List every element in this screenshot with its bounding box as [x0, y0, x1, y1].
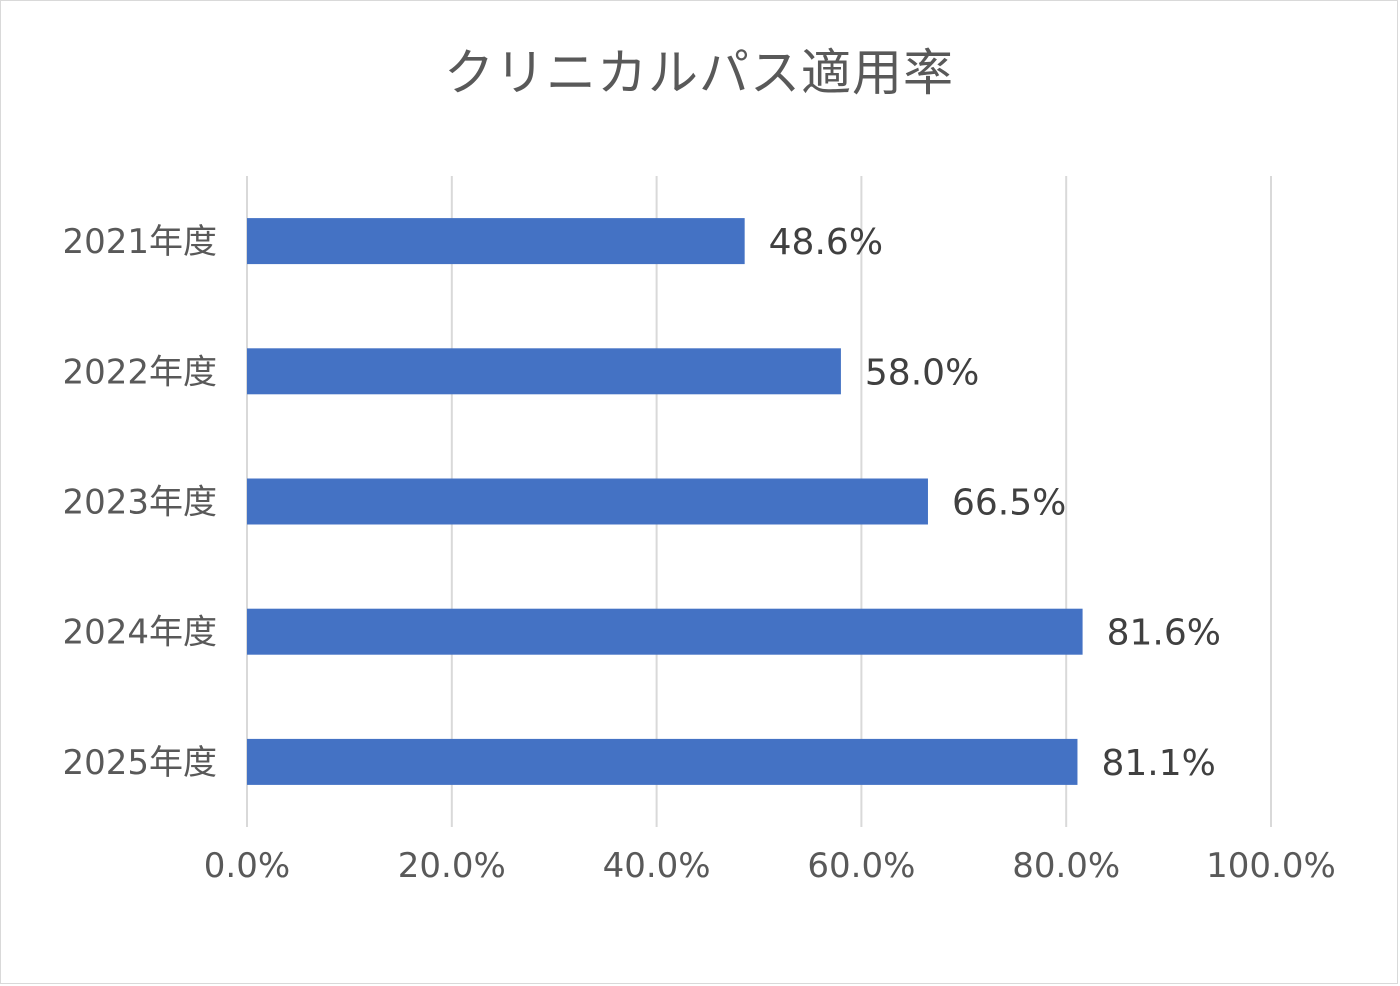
- bar: [247, 218, 745, 265]
- x-tick-label: 40.0%: [603, 846, 711, 886]
- data-label: 66.5%: [952, 483, 1066, 524]
- bar: [247, 348, 841, 395]
- category-label: 2024年度: [62, 613, 217, 653]
- data-labels: 48.6% 58.0% 66.5% 81.6% 81.1%: [769, 222, 1221, 784]
- category-axis: 2021年度 2022年度 2023年度 2024年度 2025年度: [62, 222, 217, 783]
- bars: [247, 218, 1083, 785]
- category-label: 2022年度: [62, 352, 217, 392]
- x-tick-label: 100.0%: [1206, 846, 1336, 886]
- data-label: 58.0%: [865, 352, 979, 393]
- category-label: 2025年度: [62, 743, 217, 783]
- data-label: 81.6%: [1107, 613, 1221, 654]
- category-label: 2023年度: [62, 483, 217, 523]
- chart-title: クリニカルパス適用率: [444, 44, 954, 102]
- x-tick-label: 0.0%: [204, 846, 290, 886]
- x-tick-label: 20.0%: [398, 846, 506, 886]
- x-tick-label: 80.0%: [1012, 846, 1120, 886]
- data-label: 81.1%: [1101, 743, 1215, 784]
- bar: [247, 738, 1078, 785]
- data-label: 48.6%: [769, 222, 883, 263]
- bar: [247, 478, 928, 525]
- x-tick-label: 60.0%: [807, 846, 915, 886]
- category-label: 2021年度: [62, 222, 217, 262]
- bar: [247, 608, 1083, 655]
- value-axis: 0.0% 20.0% 40.0% 60.0% 80.0% 100.0%: [204, 846, 1336, 886]
